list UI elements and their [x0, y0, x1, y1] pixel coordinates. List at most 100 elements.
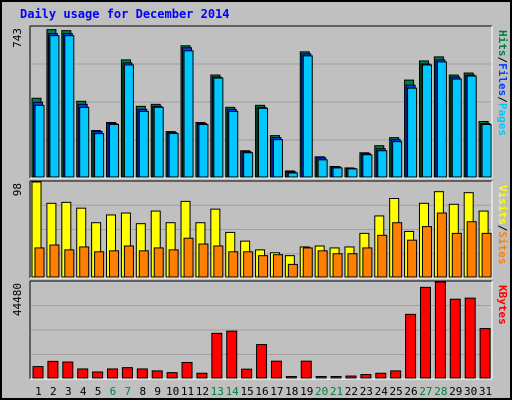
bar-sites	[153, 247, 164, 278]
bar-kbytes	[449, 298, 461, 379]
bar-sites	[466, 221, 477, 278]
y-max-label-visitors: 98	[11, 183, 24, 196]
bar-pages	[258, 107, 269, 178]
bar-sites	[451, 232, 462, 278]
bar-sites	[138, 250, 149, 278]
bar-kbytes-body	[196, 372, 208, 379]
bar-pages	[228, 110, 239, 178]
bar-pages-body	[317, 159, 328, 178]
bar-sites	[198, 243, 209, 278]
bar-pages-body	[79, 106, 90, 178]
bar-sites	[243, 251, 254, 278]
bar-kbytes	[121, 367, 133, 379]
legend-files: Files	[496, 63, 509, 96]
bar-kbytes	[166, 372, 178, 379]
bar-sites-body	[451, 232, 462, 278]
bar-kbytes-body	[151, 370, 163, 379]
bar-pages-body	[347, 168, 358, 178]
x-tick-label: 18	[285, 385, 298, 398]
bar-pages-body	[451, 78, 462, 178]
bar-sites	[34, 247, 45, 278]
bar-pages-body	[34, 104, 45, 178]
bar-sites-body	[347, 253, 358, 278]
bar-kbytes	[464, 297, 476, 379]
bar-kbytes-body	[330, 375, 342, 379]
bar-kbytes	[211, 332, 223, 379]
bar-pages-body	[153, 106, 164, 178]
bar-kbytes	[315, 375, 327, 379]
x-tick-label: 25	[390, 385, 403, 398]
legend-separator: /	[496, 57, 509, 64]
bar-kbytes-body	[345, 375, 357, 379]
bar-kbytes	[226, 330, 238, 379]
x-tick-label: 9	[154, 385, 161, 398]
bar-pages	[466, 75, 477, 178]
bar-sites	[258, 255, 269, 278]
y-max-label-traffic: 743	[11, 28, 24, 48]
bar-pages	[34, 104, 45, 178]
bar-pages-body	[421, 64, 432, 178]
bar-kbytes	[107, 368, 119, 379]
bar-kbytes-body	[166, 372, 178, 379]
bar-kbytes-body	[181, 361, 193, 379]
x-tick-label: 5	[95, 385, 102, 398]
bar-sites	[228, 251, 239, 278]
bar-kbytes-body	[434, 281, 446, 379]
bar-kbytes	[136, 368, 148, 379]
bar-pages	[302, 55, 313, 178]
x-tick-label: 2	[50, 385, 57, 398]
bar-sites	[94, 251, 105, 278]
legend-label-kbytes: KBytes	[496, 285, 509, 325]
bar-kbytes	[77, 368, 89, 379]
bar-sites	[123, 245, 134, 278]
legend-sites: Sites	[496, 231, 509, 264]
bar-sites-body	[138, 250, 149, 278]
bar-pages-body	[377, 150, 388, 178]
bar-sites	[407, 239, 418, 278]
bar-pages-body	[362, 154, 373, 178]
bar-kbytes-body	[92, 371, 104, 379]
bar-pages	[109, 124, 120, 178]
bar-kbytes-body	[32, 366, 44, 379]
bar-sites-body	[34, 247, 45, 278]
bar-sites	[272, 254, 283, 278]
bar-pages-body	[123, 64, 134, 178]
bar-pages-body	[332, 167, 343, 178]
bar-pages-body	[168, 133, 179, 178]
bar-pages-body	[243, 152, 254, 178]
bar-kbytes	[196, 372, 208, 379]
bar-pages-body	[49, 35, 60, 178]
bar-sites	[168, 249, 179, 278]
x-tick-label: 10	[166, 385, 179, 398]
bar-kbytes-body	[241, 368, 253, 379]
bar-pages	[317, 159, 328, 178]
x-tick-label: 28	[434, 385, 447, 398]
bar-kbytes	[181, 361, 193, 379]
bar-kbytes-body	[211, 332, 223, 379]
bar-kbytes	[300, 360, 312, 379]
chart-title: Daily usage for December 2014	[20, 7, 230, 21]
legend-separator: /	[496, 225, 509, 232]
bar-pages-body	[138, 110, 149, 178]
bar-sites-body	[79, 246, 90, 278]
bar-kbytes	[390, 370, 402, 379]
bar-pages-body	[287, 172, 298, 178]
bar-sites	[287, 263, 298, 278]
bar-kbytes	[151, 370, 163, 379]
bar-pages	[243, 152, 254, 178]
bar-pages	[272, 139, 283, 178]
bar-kbytes-body	[405, 313, 417, 379]
bar-pages	[392, 141, 403, 178]
bar-kbytes-body	[300, 360, 312, 379]
bar-kbytes	[47, 360, 59, 379]
bar-kbytes-body	[390, 370, 402, 379]
bar-sites-body	[421, 226, 432, 278]
bar-sites	[392, 222, 403, 278]
bar-kbytes-body	[285, 375, 297, 379]
bar-pages-body	[272, 139, 283, 178]
x-tick-label: 29	[449, 385, 462, 398]
x-tick-label: 17	[270, 385, 283, 398]
legend-label-visitors: Visits/Sites	[496, 185, 509, 265]
bar-pages	[377, 150, 388, 178]
